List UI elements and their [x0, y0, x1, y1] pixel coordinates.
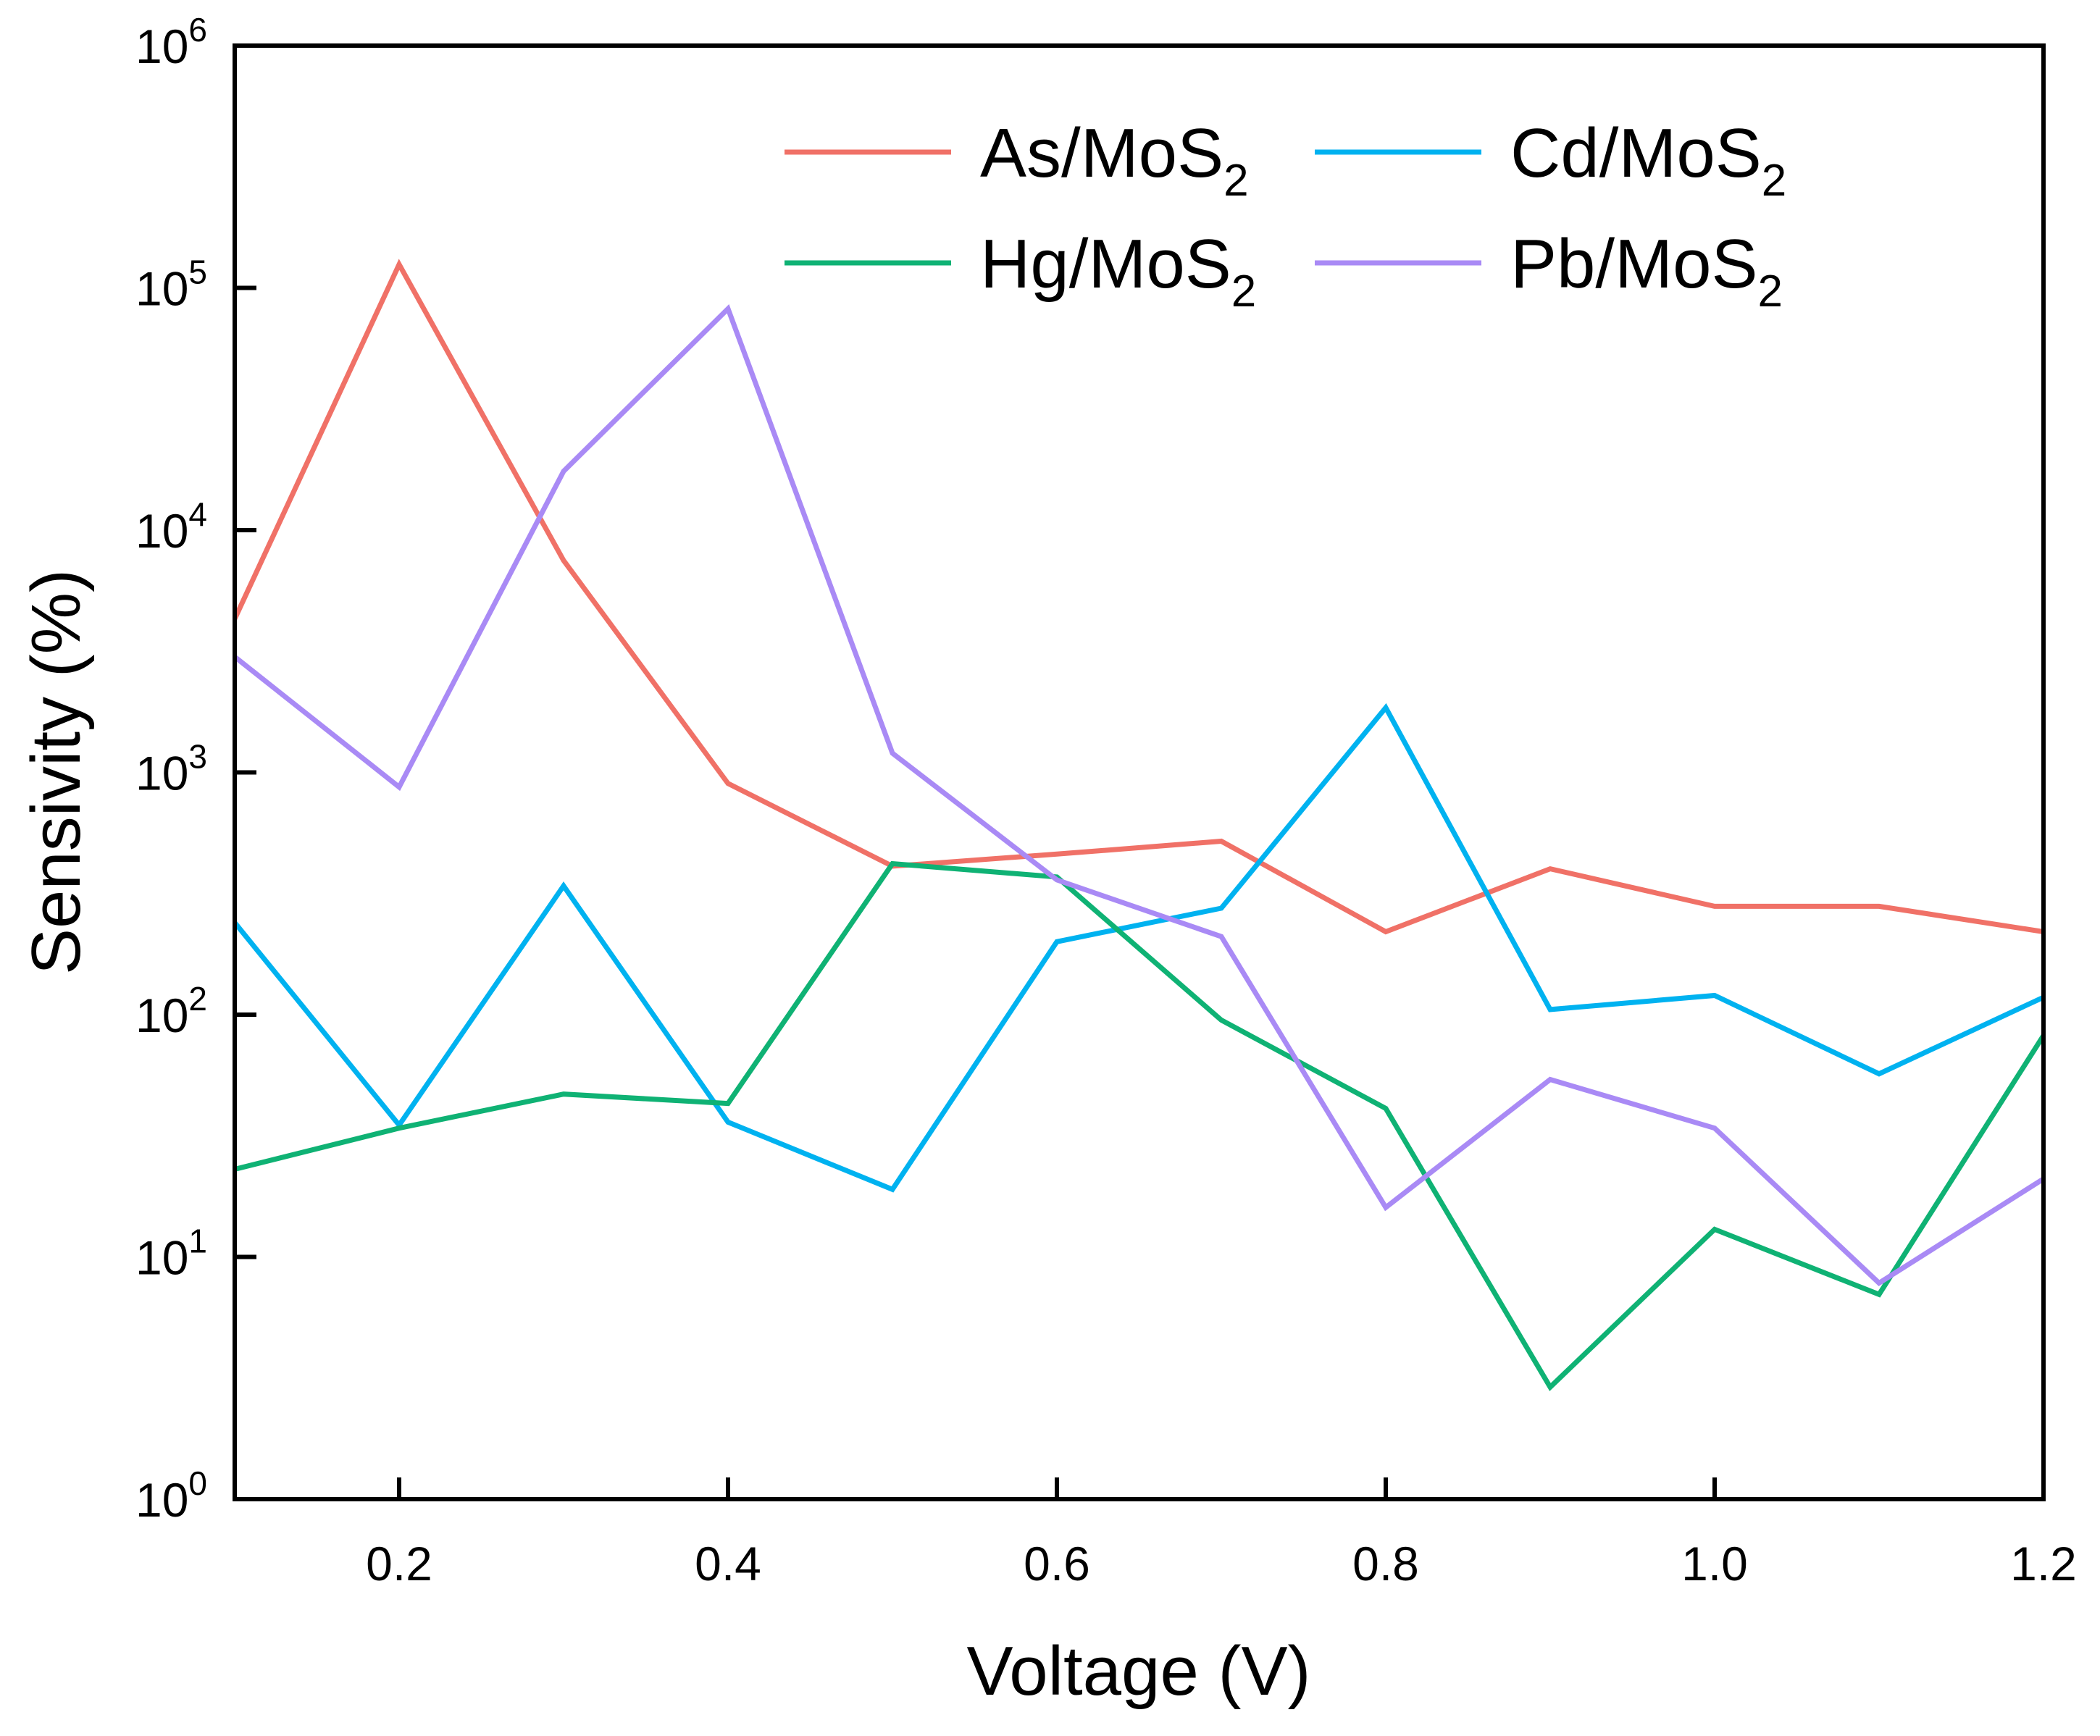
y-tick-label: 106	[135, 11, 207, 73]
x-tick-label: 0.2	[366, 1537, 432, 1590]
y-tick-label: 105	[135, 253, 207, 316]
series-line-pb	[235, 303, 2043, 1287]
legend-label: As/MoS2	[980, 114, 1249, 206]
y-axis: 100 101 102 103 104 105 106	[135, 11, 256, 1527]
series-line-as	[235, 259, 2043, 935]
y-tick-label: 101	[135, 1223, 207, 1285]
y-tick-label: 100	[135, 1464, 207, 1527]
x-axis-title: Voltage (V)	[967, 1632, 1311, 1710]
legend-item-pb: Pb/MoS2	[1315, 225, 1783, 316]
legend-item-as: As/MoS2	[785, 114, 1249, 206]
x-tick-label: 1.0	[1681, 1537, 1748, 1590]
legend-label: Cd/MoS2	[1510, 114, 1786, 206]
legend-label: Pb/MoS2	[1510, 225, 1783, 316]
y-tick-label: 103	[135, 738, 207, 800]
y-tick-label: 102	[135, 980, 207, 1042]
x-tick-label: 0.4	[695, 1537, 761, 1590]
legend-label: Hg/MoS2	[980, 225, 1256, 316]
series-line-cd	[235, 703, 2043, 1193]
x-axis: 0.2 0.4 0.6 0.8 1.0 1.2	[366, 1477, 2077, 1590]
x-tick-label: 1.2	[2010, 1537, 2077, 1590]
legend: As/MoS2 Cd/MoS2 Hg/MoS2 Pb/MoS2	[785, 114, 1786, 316]
y-axis-title: Sensivity (%)	[17, 569, 95, 975]
plot-series-layer	[235, 259, 2043, 1391]
legend-item-hg: Hg/MoS2	[785, 225, 1256, 316]
series-line-hg	[235, 860, 2043, 1391]
x-tick-label: 0.6	[1024, 1537, 1090, 1590]
x-tick-label: 0.8	[1352, 1537, 1419, 1590]
y-tick-label: 104	[135, 495, 207, 558]
legend-item-cd: Cd/MoS2	[1315, 114, 1786, 206]
